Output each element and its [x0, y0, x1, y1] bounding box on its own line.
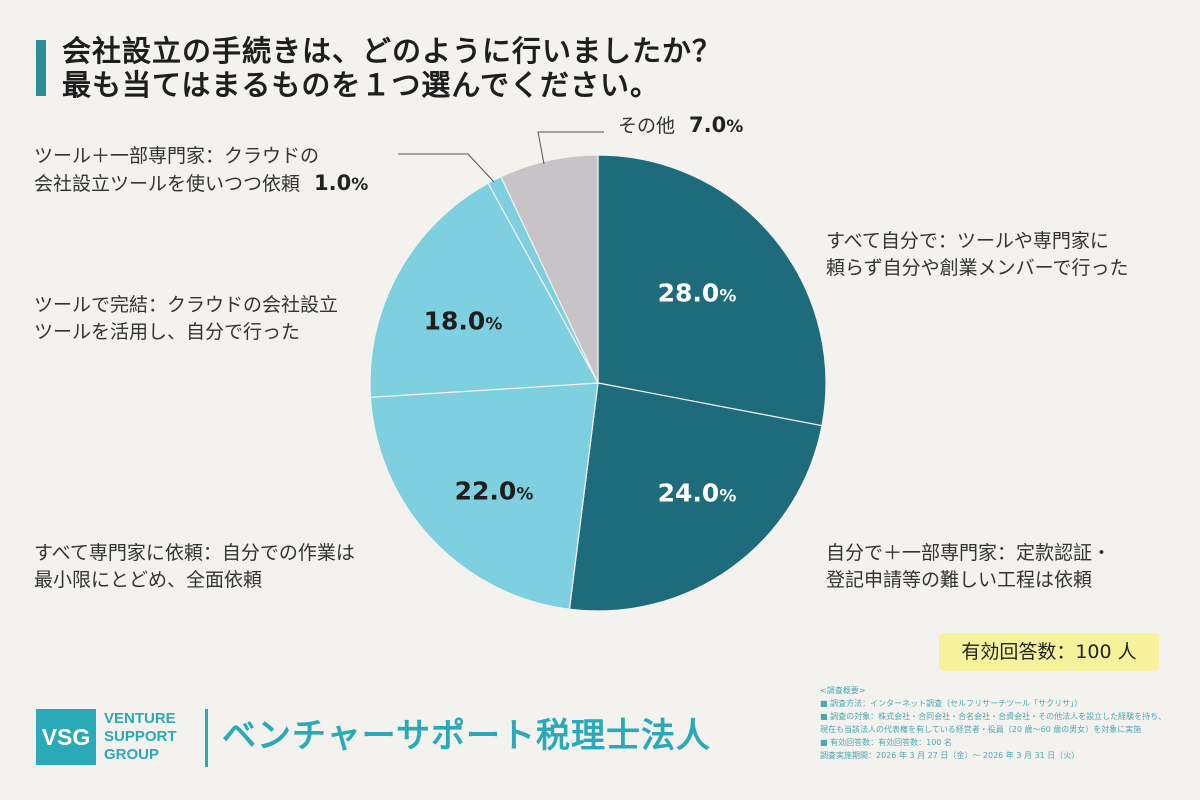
slice-value-tool-only: 18.0% [423, 306, 503, 336]
slice-label-all-self-line-1: すべて自分で：ツールや専門家に [826, 230, 1109, 252]
survey-notes-heading: <調査概要> [820, 686, 866, 695]
pie-slice-tool-only [369, 182, 599, 398]
slice-label-other-text: その他 [618, 115, 676, 137]
slice-label-tool-only: ツールで完結：クラウドの会社設立 ツールを活用し、自分で行った [34, 292, 338, 346]
slice-label-all-expert-line-1: すべて専門家に依頼：自分での作業は [34, 542, 355, 564]
slice-label-all-self: すべて自分で：ツールや専門家に 頼らず自分や創業メンバーで行った [826, 228, 1128, 282]
title-accent-bar [36, 40, 46, 96]
slice-value-all-self: 28.0% [657, 278, 737, 308]
logo-word-venture: VENTURE [104, 710, 176, 727]
slice-label-self-plus-expert-line-1: 自分で＋一部専門家：定款認証・ [826, 542, 1112, 564]
slice-label-all-self-line-2: 頼らず自分や創業メンバーで行った [826, 257, 1129, 279]
logo-word-group: GROUP [104, 746, 160, 763]
survey-notes: <調査概要> ■ 調査方法：インターネット調査（セルフリサーチツール「サクリサ」… [820, 684, 1190, 762]
slice-label-tool-plus-expert-line-2: 会社設立ツールを使いつつ依頼 1.0% [34, 171, 369, 195]
firm-name: ベンチャーサポート税理士法人 [222, 716, 711, 756]
logo-word-support: SUPPORT [104, 728, 177, 745]
pie-slice-all-self [597, 154, 827, 427]
survey-notes-responses: ■ 有効回答数：有効回答数：100 名 [820, 738, 952, 747]
logo-divider [205, 709, 208, 767]
slice-label-tool-only-line-2: ツールを活用し、自分で行った [34, 321, 301, 343]
chart-title: 会社設立の手続きは、どのように行いましたか？ 最も当てはまるものを１つ選んでくだ… [62, 34, 722, 102]
slice-label-self-plus-expert: 自分で＋一部専門家：定款認証・ 登記申請等の難しい工程は依頼 [826, 540, 1111, 594]
chart-title-line-2: 最も当てはまるものを１つ選んでください。 [62, 68, 660, 102]
slice-value-self-plus-expert: 24.0% [657, 478, 737, 508]
slice-label-all-expert: すべて専門家に依頼：自分での作業は 最小限にとどめ、全面依頼 [34, 540, 355, 594]
pie-slice-other [500, 154, 599, 384]
leader-line-other [537, 131, 604, 165]
slice-label-other: その他 7.0% [618, 112, 743, 141]
pie-slice-all-expert [369, 382, 599, 610]
slice-value-all-expert: 22.0% [454, 476, 534, 506]
slice-label-tool-plus-expert: ツール＋一部専門家：クラウドの 会社設立ツールを使いつつ依頼 1.0% [34, 143, 368, 199]
slice-value-other: 7.0% [689, 113, 744, 137]
slice-label-tool-only-line-1: ツールで完結：クラウドの会社設立 [34, 294, 339, 316]
slice-label-all-expert-line-2: 最小限にとどめ、全面依頼 [34, 569, 263, 591]
survey-notes-method: ■ 調査方法：インターネット調査（セルフリサーチツール「サクリサ」） [820, 699, 1083, 708]
slice-label-tool-plus-expert-line-1: ツール＋一部専門家：クラウドの [34, 145, 320, 167]
chart-title-line-1: 会社設立の手続きは、どのように行いましたか？ [62, 34, 723, 68]
slice-label-self-plus-expert-line-2: 登記申請等の難しい工程は依頼 [826, 569, 1093, 591]
survey-notes-period: 調査実施期間：2026 年 3 月 27 日（金）〜 2026 年 3 月 31… [820, 751, 1080, 760]
survey-notes-target: ■ 調査の対象：株式会社・合同会社・合名会社・合資会社・その他法人を設立した経験… [820, 712, 1167, 721]
response-count-badge: 有効回答数：100 人 [939, 633, 1159, 671]
logo-words: VENTURE SUPPORT GROUP [104, 710, 177, 764]
leader-line-tool-plus-expert [398, 153, 495, 183]
pie-slice-self-plus-expert [568, 382, 823, 612]
vsg-logo: VSG [36, 709, 96, 765]
survey-notes-target-cont: 現在も当該法人の代表権を有している経営者・役員（20 歳〜60 歳の男女）を対象… [820, 725, 1142, 734]
slice-value-tool-plus-expert: 1.0% [314, 171, 369, 195]
